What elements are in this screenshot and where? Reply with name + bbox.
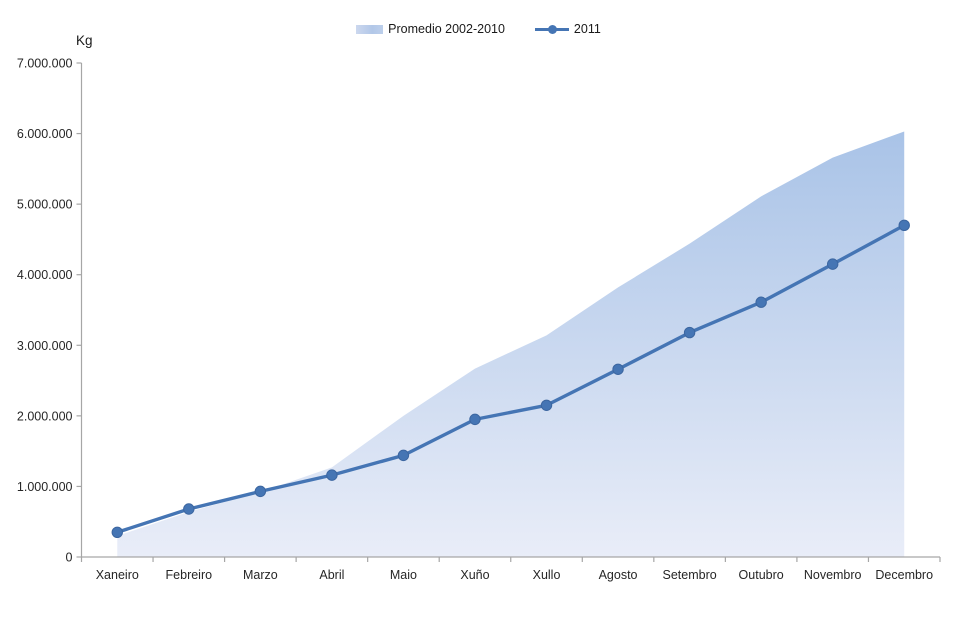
marker-2011-xaneiro bbox=[111, 526, 123, 538]
area-swatch-icon bbox=[356, 24, 384, 34]
marker-2011-outubro bbox=[755, 296, 767, 308]
x-tick-label: Agosto bbox=[599, 568, 638, 582]
x-tick-label: Novembro bbox=[804, 568, 862, 582]
y-tick-label: 1.000.000 bbox=[17, 480, 73, 494]
y-tick-label: 4.000.000 bbox=[17, 268, 73, 282]
marker-2011-agosto bbox=[612, 363, 624, 375]
x-tick-label: Marzo bbox=[243, 568, 278, 582]
y-tick-label: 7.000.000 bbox=[17, 57, 73, 71]
y-tick-label: 3.000.000 bbox=[17, 339, 73, 353]
x-tick-label: Xullo bbox=[533, 568, 561, 582]
marker-2011-xuño bbox=[469, 413, 481, 426]
x-tick-label: Maio bbox=[390, 568, 417, 582]
line-marker-swatch-icon bbox=[534, 24, 569, 34]
marker-2011-febreiro bbox=[183, 503, 195, 515]
legend-item-2011: 2011 bbox=[534, 22, 601, 36]
x-tick-label: Decembro bbox=[875, 568, 933, 582]
x-tick-label: Outubro bbox=[739, 568, 784, 582]
marker-2011-setembro bbox=[683, 326, 696, 339]
x-tick-label: Febreiro bbox=[166, 568, 213, 582]
y-axis-unit-label: Kg bbox=[76, 33, 93, 48]
legend-label-promedio: Promedio 2002-2010 bbox=[388, 22, 505, 36]
x-tick-label: Abril bbox=[319, 568, 344, 582]
line-2011-series bbox=[115, 223, 906, 534]
marker-2011-abril bbox=[326, 469, 338, 481]
legend-label-2011: 2011 bbox=[573, 22, 601, 36]
y-tick-label: 6.000.000 bbox=[17, 127, 73, 141]
x-tick-label: Setembro bbox=[663, 568, 717, 582]
chart-legend: Promedio 2002-2010 2011 bbox=[0, 22, 957, 36]
legend-item-promedio: Promedio 2002-2010 bbox=[356, 22, 505, 36]
marker-2011-maio bbox=[397, 449, 410, 462]
promedio-area-series bbox=[117, 131, 905, 557]
y-tick-label: 2.000.000 bbox=[17, 409, 73, 423]
x-tick-label: Xuño bbox=[460, 568, 489, 582]
y-tick-label: 0 bbox=[66, 551, 73, 565]
line-swatch-dot bbox=[547, 24, 557, 34]
y-tick-label: 5.000.000 bbox=[17, 198, 73, 212]
x-tick-label: Xaneiro bbox=[96, 568, 139, 582]
marker-2011-novembro bbox=[826, 258, 839, 270]
marker-2011-marzo bbox=[254, 485, 267, 498]
marker-2011-xullo bbox=[540, 399, 553, 411]
marker-2011-decembro bbox=[898, 219, 910, 232]
